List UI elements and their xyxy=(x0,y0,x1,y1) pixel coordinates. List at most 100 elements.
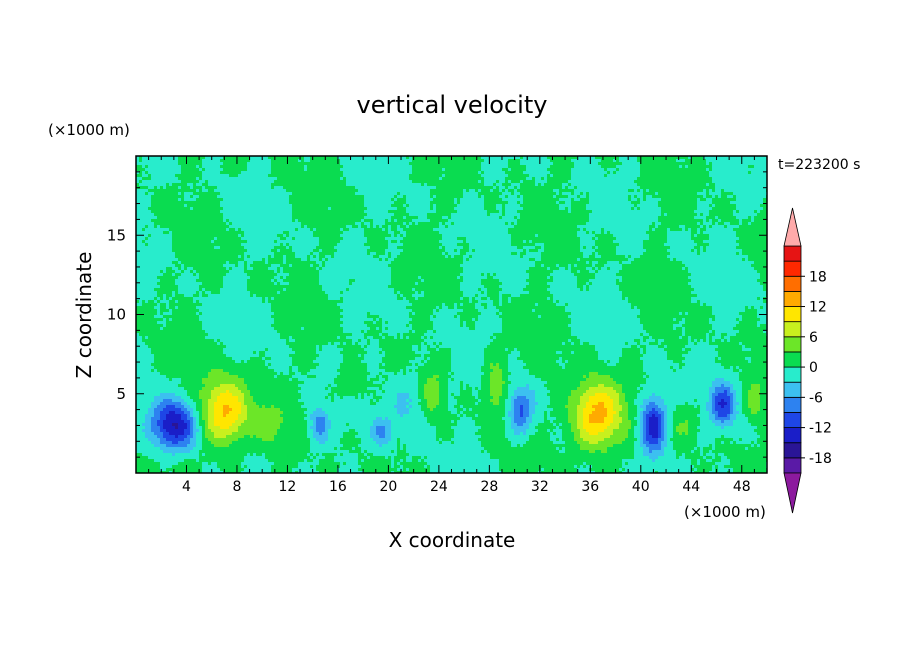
field-cell xyxy=(313,165,316,168)
field-cell xyxy=(217,204,220,207)
field-cell xyxy=(625,207,628,210)
field-cell xyxy=(574,204,577,207)
field-cell xyxy=(244,222,247,225)
field-cell xyxy=(349,219,352,222)
field-cell xyxy=(670,156,673,159)
field-cell xyxy=(748,213,751,216)
field-cell xyxy=(517,183,520,186)
field-cell xyxy=(574,195,577,198)
field-cell xyxy=(643,192,646,195)
field-cell xyxy=(685,198,688,201)
field-cell xyxy=(151,225,154,228)
field-cell xyxy=(505,195,508,198)
field-cell xyxy=(691,219,694,222)
field-cell xyxy=(253,165,256,168)
field-cell xyxy=(136,195,139,198)
field-cell xyxy=(277,204,280,207)
field-cell xyxy=(655,204,658,207)
field-cell xyxy=(136,174,139,177)
field-cell xyxy=(457,174,460,177)
field-cell xyxy=(631,213,634,216)
field-cell xyxy=(370,222,373,225)
field-cell xyxy=(391,195,394,198)
field-cell xyxy=(421,174,424,177)
chart-title: vertical velocity xyxy=(357,91,548,119)
field-cell xyxy=(466,168,469,171)
field-cell xyxy=(445,186,448,189)
field-cell xyxy=(307,165,310,168)
field-cell xyxy=(166,195,169,198)
field-cell xyxy=(316,171,319,174)
field-cell xyxy=(301,156,304,159)
field-cell xyxy=(529,180,532,183)
field-cell xyxy=(589,180,592,183)
field-cell xyxy=(616,216,619,219)
field-cell xyxy=(532,225,535,228)
field-cell xyxy=(460,219,463,222)
field-cell xyxy=(718,189,721,192)
field-cell xyxy=(196,159,199,162)
field-cell xyxy=(349,180,352,183)
field-cell xyxy=(664,186,667,189)
field-cell xyxy=(595,177,598,180)
field-cell xyxy=(463,195,466,198)
field-cell xyxy=(295,225,298,228)
field-cell xyxy=(481,183,484,186)
field-cell xyxy=(505,162,508,165)
field-cell xyxy=(292,192,295,195)
field-cell xyxy=(286,201,289,204)
field-cell xyxy=(304,159,307,162)
field-cell xyxy=(319,186,322,189)
field-cell xyxy=(556,195,559,198)
field-cell xyxy=(193,168,196,171)
field-cell xyxy=(715,219,718,222)
field-cell xyxy=(583,156,586,159)
field-cell xyxy=(328,213,331,216)
field-cell xyxy=(175,210,178,213)
field-cell xyxy=(556,192,559,195)
field-cell xyxy=(742,204,745,207)
field-cell xyxy=(292,198,295,201)
field-cell xyxy=(577,201,580,204)
field-cell xyxy=(187,180,190,183)
field-cell xyxy=(493,195,496,198)
field-cell xyxy=(436,156,439,159)
field-cell xyxy=(583,204,586,207)
field-cell xyxy=(409,225,412,228)
field-cell xyxy=(736,216,739,219)
field-cell xyxy=(382,180,385,183)
field-cell xyxy=(310,216,313,219)
field-cell xyxy=(184,192,187,195)
field-cell xyxy=(250,213,253,216)
field-cell xyxy=(334,189,337,192)
field-cell xyxy=(538,186,541,189)
field-cell xyxy=(340,207,343,210)
field-cell xyxy=(727,216,730,219)
field-cell xyxy=(565,165,568,168)
field-cell xyxy=(244,207,247,210)
field-cell xyxy=(682,177,685,180)
field-cell xyxy=(436,198,439,201)
field-cell xyxy=(652,198,655,201)
field-cell xyxy=(295,216,298,219)
field-cell xyxy=(391,210,394,213)
field-cell xyxy=(151,183,154,186)
field-cell xyxy=(346,225,349,228)
field-cell xyxy=(643,171,646,174)
field-cell xyxy=(568,165,571,168)
field-cell xyxy=(202,162,205,165)
field-cell xyxy=(256,219,259,222)
field-cell xyxy=(649,156,652,159)
field-cell xyxy=(256,180,259,183)
field-cell xyxy=(409,213,412,216)
field-cell xyxy=(358,156,361,159)
field-cell xyxy=(241,180,244,183)
field-cell xyxy=(226,168,229,171)
field-cell xyxy=(514,216,517,219)
field-cell xyxy=(442,219,445,222)
field-cell xyxy=(421,165,424,168)
field-cell xyxy=(553,201,556,204)
field-cell xyxy=(274,183,277,186)
field-cell xyxy=(430,225,433,228)
field-cell xyxy=(559,168,562,171)
